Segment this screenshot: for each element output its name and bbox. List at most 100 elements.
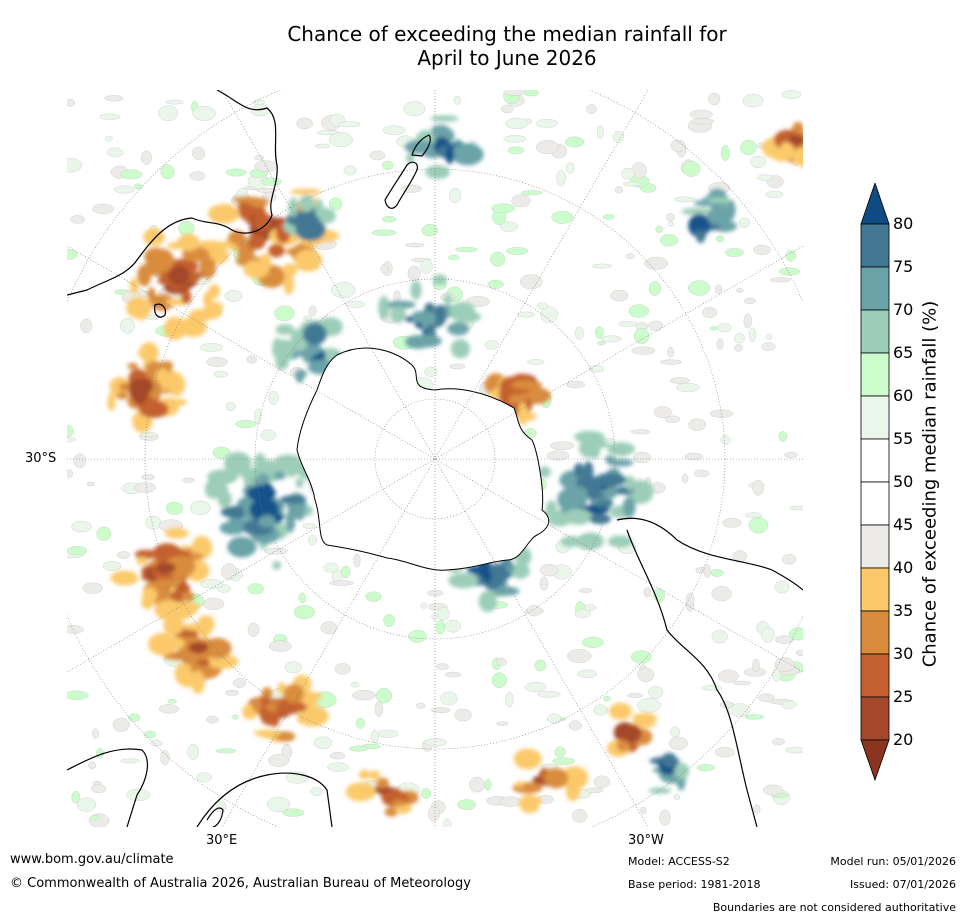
field-speckle xyxy=(225,689,240,696)
field-speckle xyxy=(523,90,540,97)
field-speckle xyxy=(442,818,452,827)
anomaly-blob xyxy=(486,563,509,587)
anomaly-blob xyxy=(283,684,304,704)
field-speckle xyxy=(742,93,764,108)
field-speckle xyxy=(116,551,131,559)
field-speckle xyxy=(104,135,113,142)
field-speckle xyxy=(448,254,460,261)
anomaly-blob xyxy=(178,317,207,337)
field-speckle xyxy=(628,304,649,318)
base-period-text: Base period: 1981-2018 xyxy=(628,878,761,891)
field-speckle xyxy=(765,333,773,340)
field-speckle xyxy=(350,681,360,688)
model-run-text: Model run: 05/01/2026 xyxy=(830,855,956,868)
field-speckle xyxy=(203,597,225,610)
anomaly-blob xyxy=(451,143,484,166)
field-speckle xyxy=(720,435,731,445)
field-speckle xyxy=(775,635,795,644)
field-speckle xyxy=(765,191,784,198)
field-speckle xyxy=(415,702,426,709)
field-speckle xyxy=(507,146,525,155)
anomaly-blob xyxy=(137,349,158,356)
field-speckle xyxy=(702,684,723,691)
copyright-text: © Commonwealth of Australia 2026, Austra… xyxy=(10,876,471,891)
south-america-coast xyxy=(616,517,803,827)
field-speckle xyxy=(187,744,200,760)
colorbar-bin xyxy=(860,309,890,354)
model-text: Model: ACCESS-S2 xyxy=(628,855,730,868)
field-speckle xyxy=(200,343,223,352)
field-speckle xyxy=(781,554,797,565)
field-speckle xyxy=(750,155,766,168)
field-speckle xyxy=(633,451,651,464)
field-speckle xyxy=(253,99,266,106)
madagascar-coast xyxy=(206,807,224,827)
anomaly-blob xyxy=(430,115,459,122)
field-speckle xyxy=(408,629,427,643)
anomaly-blob xyxy=(196,659,211,666)
anomaly-blob xyxy=(632,712,658,725)
anomaly-blob xyxy=(447,322,470,336)
colorbar-tick-label: 70 xyxy=(893,300,914,319)
field-speckle xyxy=(566,380,585,389)
colorbar-tick-label: 60 xyxy=(893,386,914,405)
field-speckle xyxy=(67,546,88,556)
graticule xyxy=(67,90,803,827)
website-link[interactable]: www.bom.gov.au/climate xyxy=(10,852,174,867)
field-speckle xyxy=(740,139,757,156)
colorbar-label: Chance of exceeding median rainfall (%) xyxy=(919,300,941,668)
field-speckle xyxy=(571,808,588,823)
field-speckle xyxy=(355,717,365,729)
lon-label-30e: 30°E xyxy=(206,833,238,848)
field-speckle xyxy=(781,700,797,710)
field-speckle xyxy=(274,305,295,322)
anomaly-blob xyxy=(247,234,266,250)
field-speckle xyxy=(785,250,797,262)
field-speckle xyxy=(711,586,732,602)
field-speckle xyxy=(403,101,426,117)
anomaly-blob xyxy=(589,513,611,525)
anomaly-blob xyxy=(254,452,266,474)
anomaly-blob xyxy=(268,244,285,258)
field-speckle xyxy=(165,501,184,515)
anomaly-blob xyxy=(163,616,184,635)
field-speckle xyxy=(753,804,761,814)
field-speckle xyxy=(371,229,397,236)
field-speckle xyxy=(67,690,89,701)
field-speckle xyxy=(340,565,351,579)
field-speckle xyxy=(575,326,584,340)
anomaly-blob xyxy=(574,486,588,508)
anomaly-blob xyxy=(288,197,298,218)
field-speckle xyxy=(158,105,179,121)
field-speckle xyxy=(383,614,395,627)
field-speckle xyxy=(552,757,575,765)
anomaly-blob xyxy=(295,478,304,488)
field-speckle xyxy=(547,713,562,724)
anomaly-blob xyxy=(624,475,636,491)
field-speckle xyxy=(254,154,264,161)
anomaly-blob xyxy=(392,799,406,807)
field-speckle xyxy=(303,315,312,321)
field-speckle xyxy=(141,150,152,165)
anomaly-blob xyxy=(386,300,416,309)
anomaly-blob xyxy=(295,369,305,383)
field-speckle xyxy=(690,118,715,125)
field-speckle xyxy=(520,190,543,196)
anomaly-blob xyxy=(533,797,542,804)
field-speckle xyxy=(593,775,611,788)
field-speckle xyxy=(445,619,461,633)
field-speckle xyxy=(96,526,112,541)
field-speckle xyxy=(789,505,803,511)
field-speckle xyxy=(688,418,707,431)
field-speckle xyxy=(577,669,598,679)
anomaly-blob xyxy=(126,297,152,319)
field-speckle xyxy=(375,688,393,704)
field-speckle xyxy=(329,752,346,760)
field-speckle xyxy=(73,453,86,469)
field-speckle xyxy=(134,183,143,190)
field-speckle xyxy=(722,518,742,528)
anomaly-blob xyxy=(285,509,295,533)
field-speckle xyxy=(328,197,343,211)
anomaly-blob xyxy=(443,294,453,305)
field-speckle xyxy=(160,164,175,180)
